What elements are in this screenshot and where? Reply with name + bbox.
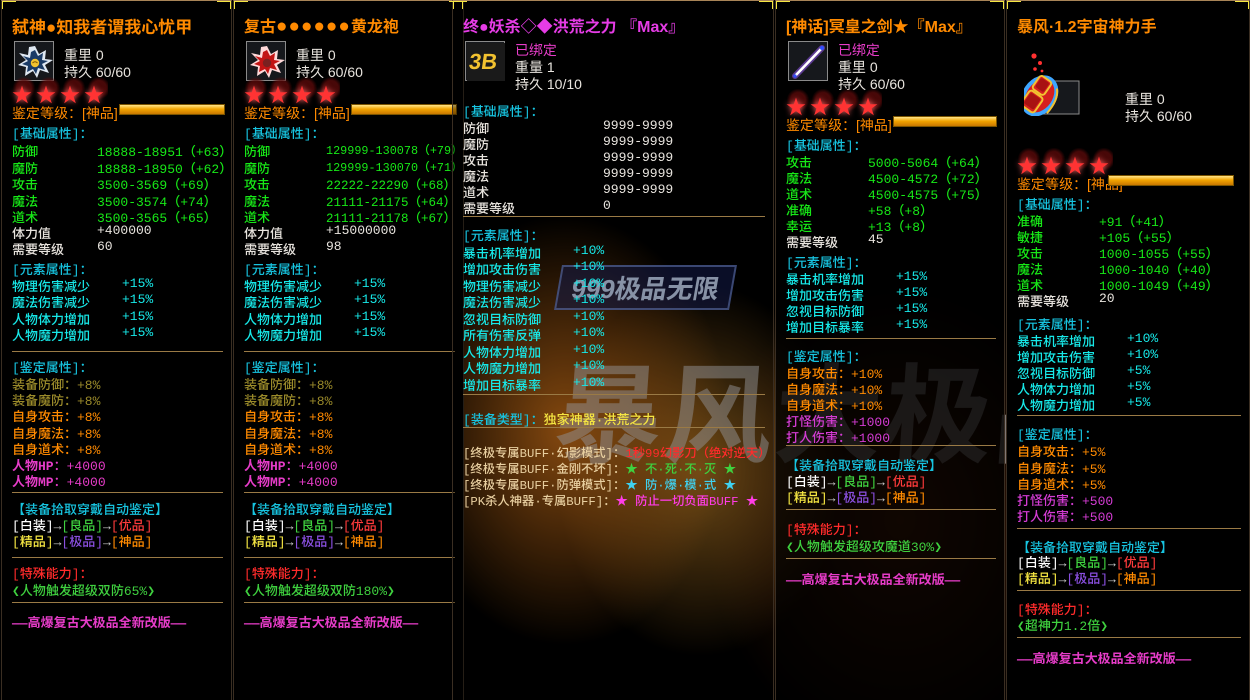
- svg-text:3B: 3B: [467, 49, 499, 74]
